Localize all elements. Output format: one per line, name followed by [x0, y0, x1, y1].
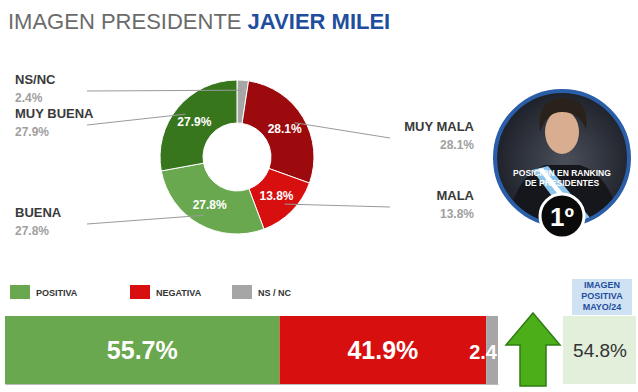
title-word: JAVIER — [248, 9, 332, 34]
panel-header-line: MAYO/24 — [583, 302, 622, 312]
bar-label: 41.9% — [347, 336, 418, 364]
bar-labels: 55.7% 41.9% 2.4 — [107, 336, 498, 364]
category-value: 13.8% — [440, 207, 474, 221]
category-value: 2.4% — [15, 91, 43, 105]
rank-badge — [540, 194, 584, 238]
title-word: IMAGEN — [8, 9, 101, 34]
bar-segment — [280, 316, 487, 384]
category-label: MALA — [436, 188, 474, 203]
title-word: MILEI — [332, 9, 391, 34]
panel-header: IMAGENPOSITIVAMAYO/24 — [581, 280, 623, 312]
leader-line — [285, 204, 390, 207]
category-label: MUY BUENA — [15, 106, 94, 121]
title-word: PRESIDENTE — [101, 9, 248, 34]
portrait-bg — [490, 86, 638, 236]
bar-group — [5, 316, 498, 384]
leader-line — [295, 123, 390, 138]
category-value: 28.1% — [440, 138, 474, 152]
legend-label: NS / NC — [258, 288, 292, 298]
x-axis — [6, 384, 499, 385]
ranking-caption: POSICION EN RANKINGDE PRESIDENTES — [513, 168, 611, 188]
panel-header-line: IMAGEN — [584, 280, 620, 290]
slice-label: 28.1% — [268, 122, 302, 136]
legend-swatch — [10, 285, 30, 299]
caption-line: POSICION EN RANKING — [513, 168, 611, 178]
rank-label: 1º — [550, 202, 574, 232]
category-label: MUY MALA — [404, 119, 474, 134]
axis-line — [6, 384, 499, 385]
caption-line: DE PRESIDENTES — [525, 178, 599, 188]
panel-header-line: POSITIVA — [581, 291, 623, 301]
slice-label: 13.8% — [259, 189, 293, 203]
slice-label: 27.9% — [177, 114, 211, 128]
portrait-hair — [539, 98, 586, 132]
legend-swatch — [232, 285, 252, 299]
portrait — [490, 86, 638, 236]
leader-line — [87, 90, 242, 92]
bar-label: 55.7% — [107, 336, 178, 364]
donut-slice — [160, 80, 237, 171]
title: IMAGEN PRESIDENTE JAVIER MILEI — [8, 9, 390, 34]
category-label: NS/NC — [15, 72, 56, 87]
donut: 28.1% 13.8% 27.8% 27.9% — [160, 80, 314, 234]
category-value: 27.8% — [15, 224, 49, 238]
leader-line — [87, 215, 204, 224]
bar-label: 2.4 — [469, 341, 498, 363]
panel-header-bg — [572, 279, 632, 315]
category-label: BUENA — [15, 205, 62, 220]
donut-slice — [161, 163, 264, 234]
legend-label: POSITIVA — [36, 288, 78, 298]
legend-swatch — [130, 285, 150, 299]
panel-box — [563, 316, 636, 384]
bar-segment — [5, 316, 280, 384]
previous-value: 54.8% — [573, 340, 627, 361]
portrait-face — [545, 110, 579, 154]
chart-root: IMAGEN PRESIDENTE JAVIER MILEI 28.1% 13.8%… — [0, 0, 638, 392]
trend-arrow — [506, 313, 560, 386]
legend-label: NEGATIVA — [156, 288, 202, 298]
leader-line — [87, 114, 186, 125]
slice-label: 27.8% — [193, 198, 227, 212]
donut-slice — [242, 81, 314, 183]
category-value: 27.9% — [15, 125, 49, 139]
